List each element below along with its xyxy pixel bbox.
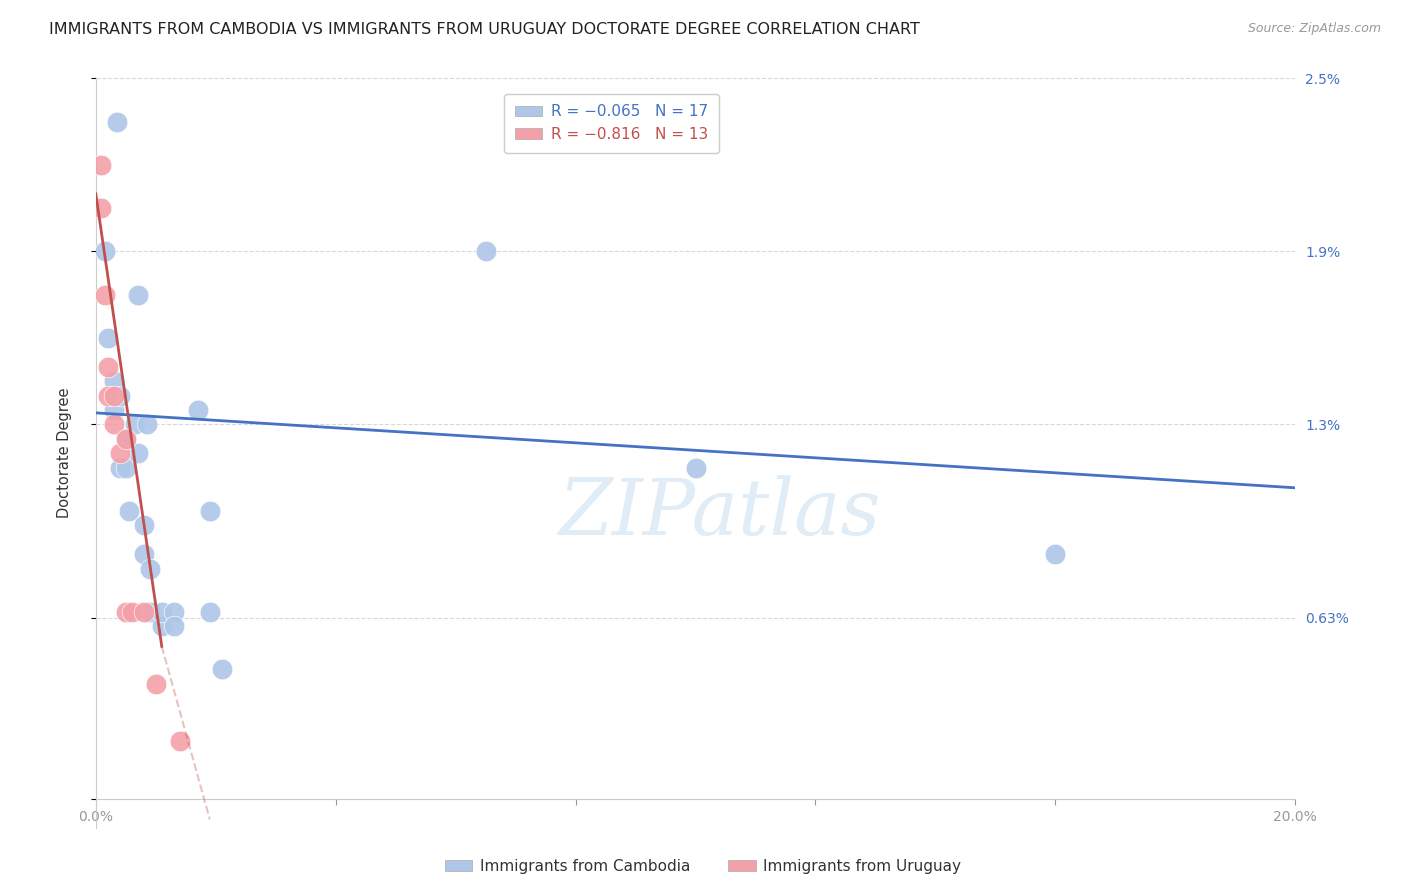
Point bbox=[127, 287, 149, 301]
Point bbox=[132, 605, 155, 619]
Legend: R = −0.065   N = 17, R = −0.816   N = 13: R = −0.065 N = 17, R = −0.816 N = 13 bbox=[503, 94, 720, 153]
Text: IMMIGRANTS FROM CAMBODIA VS IMMIGRANTS FROM URUGUAY DOCTORATE DEGREE CORRELATION: IMMIGRANTS FROM CAMBODIA VS IMMIGRANTS F… bbox=[49, 22, 920, 37]
Point bbox=[1045, 547, 1067, 561]
Point bbox=[94, 244, 117, 259]
Point bbox=[474, 244, 496, 259]
Point bbox=[139, 605, 162, 619]
Point bbox=[90, 158, 112, 172]
Point bbox=[108, 388, 131, 402]
Point bbox=[97, 388, 120, 402]
Point bbox=[139, 561, 162, 575]
Point bbox=[187, 403, 209, 417]
Point bbox=[132, 547, 155, 561]
Point bbox=[163, 605, 186, 619]
Point bbox=[114, 432, 136, 446]
Legend: Immigrants from Cambodia, Immigrants from Uruguay: Immigrants from Cambodia, Immigrants fro… bbox=[439, 853, 967, 880]
Point bbox=[103, 417, 125, 432]
Point bbox=[685, 460, 707, 475]
Point bbox=[114, 605, 136, 619]
Y-axis label: Doctorate Degree: Doctorate Degree bbox=[58, 388, 72, 518]
Point bbox=[145, 677, 167, 691]
Point bbox=[127, 446, 149, 460]
Point bbox=[103, 388, 125, 402]
Point bbox=[105, 114, 128, 128]
Point bbox=[90, 201, 112, 215]
Point bbox=[163, 619, 186, 633]
Point bbox=[211, 662, 233, 676]
Point bbox=[150, 605, 173, 619]
Point bbox=[114, 460, 136, 475]
Point bbox=[114, 432, 136, 446]
Point bbox=[108, 460, 131, 475]
Point bbox=[132, 518, 155, 533]
Point bbox=[121, 605, 143, 619]
Point bbox=[124, 417, 146, 432]
Point bbox=[108, 446, 131, 460]
Point bbox=[97, 331, 120, 345]
Point bbox=[103, 374, 125, 388]
Point bbox=[118, 504, 141, 518]
Text: Source: ZipAtlas.com: Source: ZipAtlas.com bbox=[1247, 22, 1381, 36]
Point bbox=[198, 605, 221, 619]
Text: ZIPatlas: ZIPatlas bbox=[558, 475, 880, 551]
Point bbox=[94, 287, 117, 301]
Point bbox=[135, 417, 157, 432]
Point bbox=[103, 403, 125, 417]
Point bbox=[150, 619, 173, 633]
Point bbox=[169, 734, 191, 748]
Point bbox=[198, 504, 221, 518]
Point bbox=[97, 359, 120, 374]
